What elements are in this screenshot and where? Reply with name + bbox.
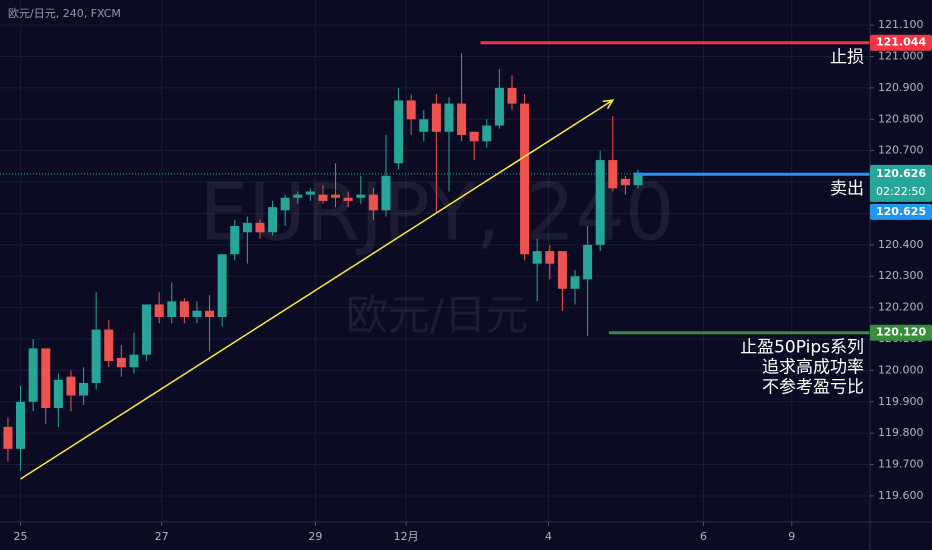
candle-body: [104, 329, 114, 361]
price-label-box: [870, 34, 932, 51]
candle-body: [268, 207, 278, 233]
chart-title: 欧元/日元, 240, FXCM: [8, 7, 121, 20]
candle-body: [356, 194, 366, 198]
candle-body: [343, 197, 353, 201]
candle-body: [507, 87, 517, 104]
candle-body: [242, 222, 252, 233]
x-tick-label: 29: [308, 530, 322, 543]
x-tick-label: 4: [545, 530, 552, 543]
level-annotation: 卖出: [830, 179, 864, 199]
candle-body: [545, 251, 555, 264]
y-tick-label: 119.600: [878, 489, 924, 502]
candle-body: [41, 348, 51, 409]
candle-body: [608, 160, 618, 189]
candle-body: [570, 276, 580, 289]
y-tick-label: 119.800: [878, 426, 924, 439]
candle-body: [280, 197, 290, 211]
countdown: 02:22:50: [876, 185, 925, 198]
candle-body: [368, 194, 378, 211]
candle-body: [557, 251, 567, 289]
candle-body: [494, 87, 504, 126]
last-price-box: [870, 164, 932, 202]
level-annotation: 止盈50Pips系列: [740, 338, 864, 358]
candle-body: [28, 348, 38, 402]
candle-body: [381, 175, 391, 211]
price-label: 120.625: [876, 205, 926, 218]
candle-body: [66, 376, 76, 396]
candle-body: [431, 103, 441, 132]
level-annotation: 止损: [830, 48, 864, 68]
candle-body: [192, 310, 202, 318]
trendline-arrowhead: [602, 99, 615, 110]
x-tick-label: 6: [700, 530, 707, 543]
candle-body: [154, 304, 164, 318]
price-label-box: [870, 324, 932, 341]
x-tick-label: 25: [14, 530, 28, 543]
candle-body: [469, 131, 479, 142]
price-label: 120.120: [876, 326, 926, 339]
y-tick-label: 120.300: [878, 269, 924, 282]
candle-body: [520, 103, 530, 255]
candle-body: [3, 426, 13, 449]
candle-body: [255, 222, 265, 233]
candle-body: [419, 119, 429, 132]
price-label: 121.044: [876, 36, 926, 49]
candle-body: [53, 379, 63, 409]
watermark-symbol: EURJPY, 240: [199, 168, 674, 258]
candle-body: [406, 100, 416, 120]
candle-body: [179, 301, 189, 318]
candle-body: [293, 194, 303, 198]
candle-body: [444, 103, 454, 132]
level-annotation: 追求高成功率: [762, 358, 864, 378]
last-price-label: 120.626: [876, 167, 926, 180]
level-annotation: 不参考盈亏比: [762, 378, 864, 398]
candle-body: [633, 172, 643, 186]
axes: 119.600 119.700 119.800 119.900 120.000 120.1…: [14, 18, 932, 543]
y-tick-label: 120.000: [878, 363, 924, 376]
y-tick-label: 121.100: [878, 18, 924, 31]
y-tick-label: 119.900: [878, 395, 924, 408]
y-tick-label: 120.900: [878, 81, 924, 94]
candle-body: [129, 354, 139, 368]
y-tick-label: 120.200: [878, 301, 924, 314]
candle-body: [457, 103, 467, 135]
y-tick-label: 120.700: [878, 144, 924, 157]
watermark: EURJPY, 240 欧元/日元: [199, 168, 674, 339]
candle-body: [394, 100, 404, 164]
candle-body: [116, 357, 126, 368]
candle-body: [482, 125, 492, 142]
y-tick-label: 120.400: [878, 238, 924, 251]
candle-body: [79, 382, 89, 396]
y-tick-label: 120.800: [878, 112, 924, 125]
candle-body: [620, 178, 630, 186]
watermark-name: 欧元/日元: [346, 291, 528, 340]
y-tick-label: 121.000: [878, 50, 924, 63]
candle-body: [532, 251, 542, 264]
x-tick-label: 12月: [394, 530, 419, 543]
candle-body: [167, 301, 177, 318]
price-label-box: [870, 203, 932, 220]
y-tick-label: 119.700: [878, 458, 924, 471]
candle-body: [583, 244, 593, 280]
candle-body: [142, 304, 152, 355]
candle-body: [16, 401, 26, 449]
candle-body: [318, 194, 328, 201]
candle-body: [230, 226, 240, 255]
candle-body: [331, 194, 341, 198]
candle-body: [91, 329, 101, 383]
x-tick-label: 27: [155, 530, 169, 543]
x-tick-label: 9: [788, 530, 795, 543]
trendline: [20, 99, 614, 480]
candle-body: [595, 160, 605, 245]
candle-body: [217, 254, 227, 318]
candle-body: [305, 191, 315, 195]
candle-body: [205, 310, 215, 318]
